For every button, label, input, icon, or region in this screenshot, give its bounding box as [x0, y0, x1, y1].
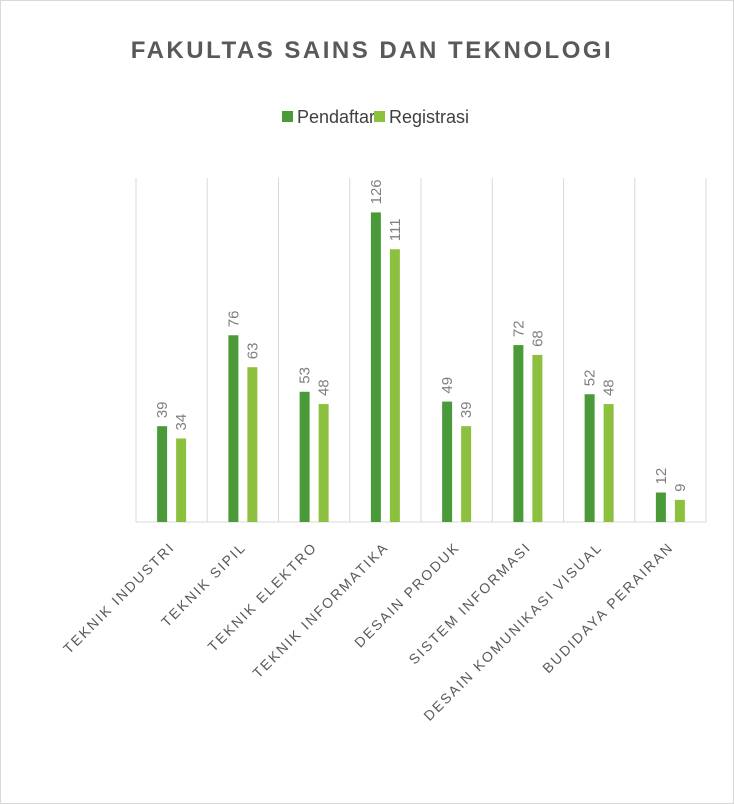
bar — [247, 367, 258, 522]
bar — [228, 335, 239, 522]
data-label: 53 — [297, 367, 314, 384]
bar — [299, 391, 310, 522]
bar — [370, 212, 381, 522]
data-label: 49 — [439, 377, 456, 394]
bar — [176, 438, 187, 522]
legend-swatch — [282, 111, 293, 122]
bar — [674, 499, 685, 522]
data-label: 39 — [154, 401, 171, 418]
chart-title: FAKULTAS SAINS DAN TEKNOLOGI — [131, 37, 613, 64]
data-label: 63 — [244, 343, 261, 360]
legend-label: Pendaftar — [297, 107, 375, 127]
bar — [513, 345, 524, 522]
bar — [461, 426, 472, 522]
bar — [318, 404, 329, 522]
data-label: 76 — [225, 311, 242, 328]
data-label: 9 — [672, 484, 689, 492]
data-label: 68 — [529, 330, 546, 347]
data-label: 48 — [601, 379, 618, 396]
bar — [532, 354, 543, 522]
bar — [584, 394, 595, 522]
bar — [603, 404, 614, 522]
bar — [157, 426, 168, 522]
data-label: 12 — [653, 468, 670, 485]
data-label: 111 — [387, 218, 404, 241]
legend-label: Registrasi — [389, 107, 469, 127]
data-label: 48 — [316, 379, 333, 396]
legend-swatch — [374, 111, 385, 122]
bar — [442, 401, 453, 522]
bar — [655, 492, 666, 522]
data-label: 126 — [368, 179, 385, 204]
data-label: 39 — [458, 401, 475, 418]
data-label: 34 — [173, 414, 190, 431]
bar — [389, 249, 400, 522]
data-label: 72 — [510, 320, 527, 337]
data-label: 52 — [582, 370, 599, 387]
